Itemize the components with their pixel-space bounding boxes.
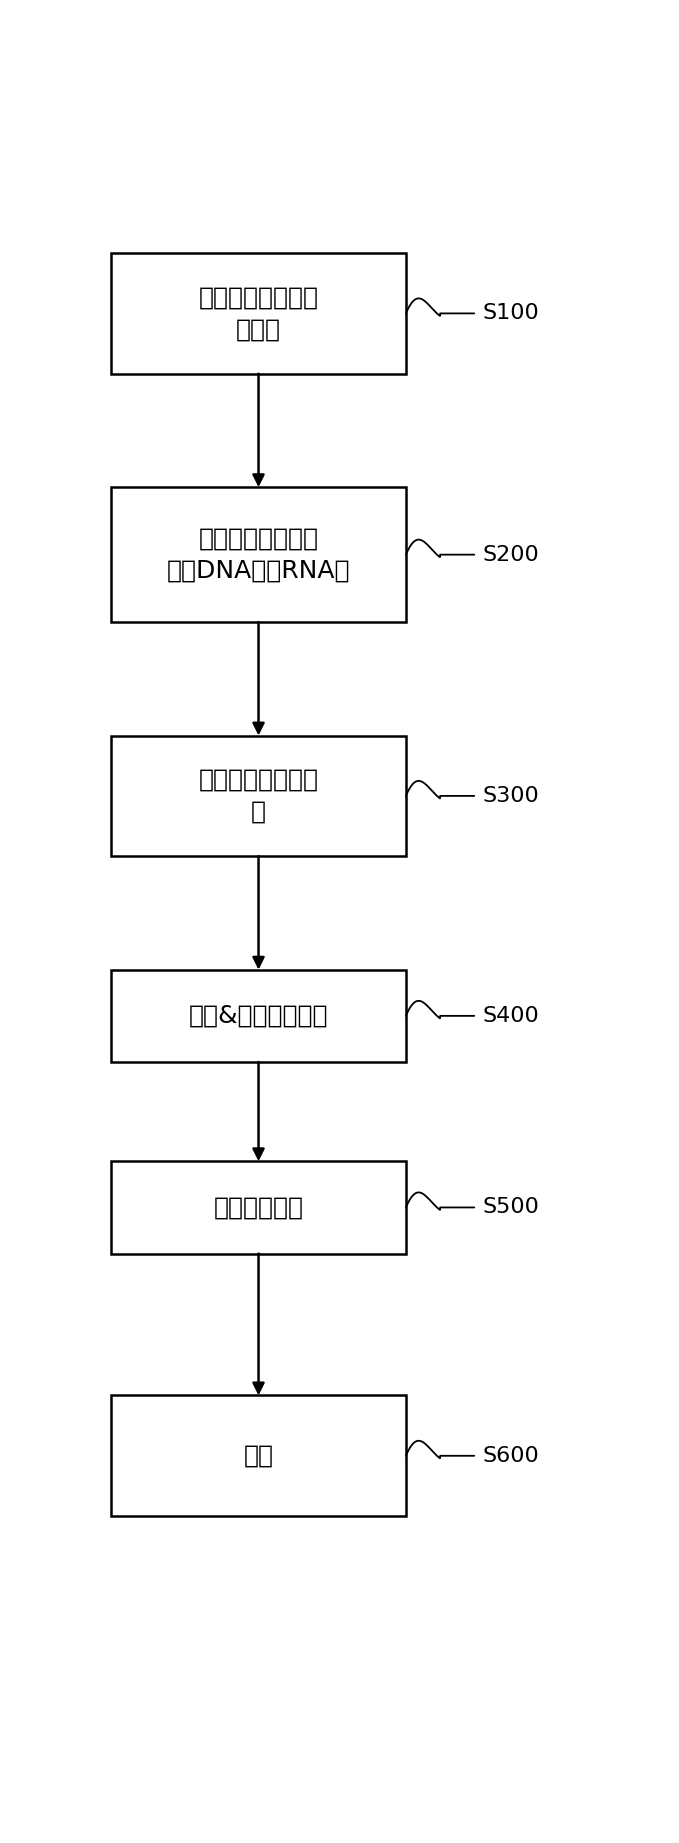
FancyBboxPatch shape [111,1161,406,1253]
FancyBboxPatch shape [111,487,406,623]
Text: S300: S300 [482,785,539,805]
FancyBboxPatch shape [111,252,406,374]
FancyBboxPatch shape [111,969,406,1062]
Text: 从外周血分离单个
核细胞: 从外周血分离单个 核细胞 [198,286,318,341]
FancyBboxPatch shape [111,735,406,857]
Text: 提取核酸样本（基
因组DNA或总RNA）: 提取核酸样本（基 因组DNA或总RNA） [167,527,350,582]
Text: S100: S100 [482,304,539,323]
Text: S500: S500 [482,1198,539,1218]
Text: S200: S200 [482,546,539,564]
Text: 利用引物组合物扩
增: 利用引物组合物扩 增 [198,769,318,824]
Text: S600: S600 [482,1445,539,1465]
FancyBboxPatch shape [111,1395,406,1517]
Text: 测序: 测序 [244,1443,274,1467]
Text: 构建测序文库: 构建测序文库 [213,1196,304,1220]
Text: 回收&纯化扩增产物: 回收&纯化扩增产物 [189,1004,328,1028]
Text: S400: S400 [482,1006,539,1027]
